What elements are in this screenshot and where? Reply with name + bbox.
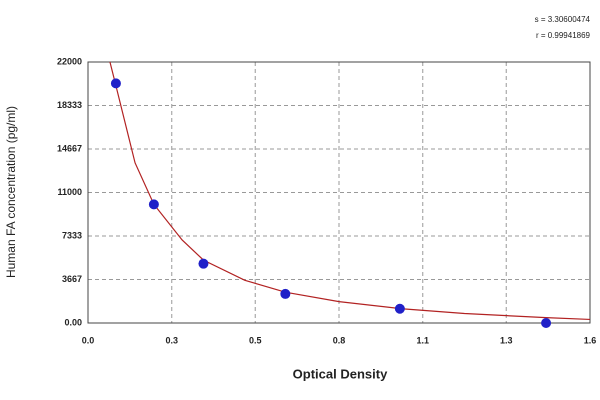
- annotation: s = 3.30600474: [535, 15, 591, 24]
- data-point: [148, 199, 159, 210]
- y-tick-label: 7333: [62, 230, 82, 240]
- x-axis-label: Optical Density: [293, 366, 388, 381]
- plot-area: [88, 62, 590, 323]
- y-axis-label: Human FA concentration (pg/ml): [4, 106, 18, 278]
- x-tick-label: 1.3: [500, 335, 513, 345]
- x-tick-label: 1.1: [417, 335, 430, 345]
- x-tick-label: 0.8: [333, 335, 346, 345]
- data-point: [394, 303, 405, 314]
- data-point: [541, 318, 552, 328]
- x-tick-label: 0.5: [249, 335, 262, 345]
- y-tick-label: 0.00: [64, 317, 82, 327]
- y-tick-label: 18333: [57, 100, 82, 110]
- y-tick-label: 3667: [62, 274, 82, 284]
- y-tick-label: 11000: [57, 187, 82, 197]
- data-point: [198, 258, 209, 269]
- y-tick-label: 22000: [57, 56, 82, 66]
- y-tick-label: 14667: [57, 143, 82, 153]
- data-point: [280, 288, 291, 299]
- fit-curve: [109, 61, 591, 321]
- x-tick-label: 0.0: [82, 335, 95, 345]
- data-point: [110, 78, 121, 89]
- plot-frame: [87, 61, 591, 324]
- x-tick-label: 0.3: [166, 335, 179, 345]
- annotation: r = 0.99941869: [536, 31, 591, 40]
- x-tick-label: 1.6: [584, 335, 597, 345]
